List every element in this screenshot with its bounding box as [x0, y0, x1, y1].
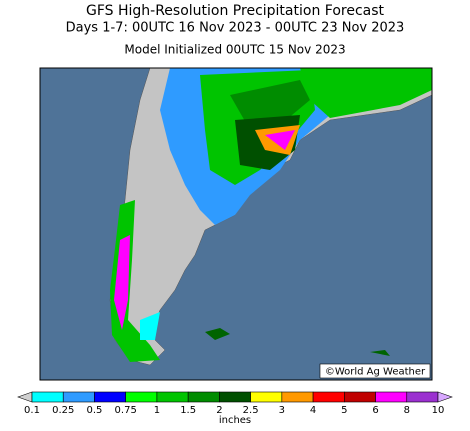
legend-swatch	[187, 391, 220, 403]
legend-swatch	[94, 391, 126, 403]
precip-patagonia	[140, 312, 160, 340]
precip-north	[300, 68, 432, 118]
legend-swatch	[250, 391, 283, 403]
south-georgia	[370, 350, 390, 356]
map-frame	[39, 67, 433, 381]
legend-tick-label: 6	[372, 405, 378, 416]
legend-swatch	[406, 391, 439, 403]
precip-magenta	[265, 130, 295, 150]
legend-swatch	[62, 391, 95, 403]
legend-tick-label: 5	[341, 405, 347, 416]
legend-tick-label: 1.5	[180, 405, 196, 416]
map: ©World Ag Weather	[39, 67, 433, 381]
legend-swatch	[344, 391, 376, 403]
title: GFS High-Resolution Precipitation Foreca…	[86, 3, 385, 19]
legend-tick-label: 10	[432, 405, 445, 416]
legend-tick-label: 8	[404, 405, 410, 416]
legend-tick-label: 0.1	[24, 405, 40, 416]
legend: inches 0.1 0.25 0.5 0.75 1 1.5 2 2.5 3 4 5 6 8 10	[17, 391, 453, 426]
legend-swatch	[156, 391, 189, 403]
legend-tick-label: 3	[279, 405, 285, 416]
legend-swatch	[281, 391, 314, 403]
legend-swatch	[219, 391, 251, 403]
legend-swatch	[375, 391, 408, 403]
legend-tick-label: 0.25	[52, 405, 74, 416]
legend-tick-label: 1	[154, 405, 160, 416]
legend-tick-label: 0.5	[87, 405, 103, 416]
legend-unit: inches	[219, 415, 251, 426]
legend-swatch	[125, 391, 158, 403]
legend-tick-label: 4	[310, 405, 316, 416]
falklands	[205, 328, 230, 340]
legend-arrow-high	[437, 391, 453, 403]
subtitle: Days 1-7: 00UTC 16 Nov 2023 - 00UTC 23 N…	[66, 21, 405, 36]
legend-swatch	[312, 391, 345, 403]
legend-swatch	[31, 391, 64, 403]
legend-tick-label: 2	[216, 405, 222, 416]
precip-dkgreen	[230, 80, 310, 130]
legend-tick-label: 0.75	[115, 405, 137, 416]
init-note: Model Initialized 00UTC 15 Nov 2023	[124, 43, 345, 57]
legend-arrow-low	[17, 391, 33, 403]
credit-box	[319, 363, 431, 379]
credit: ©World Ag Weather	[325, 367, 426, 378]
precip-chile-heavy	[114, 235, 130, 330]
legend-tick-label: 2.5	[243, 405, 259, 416]
